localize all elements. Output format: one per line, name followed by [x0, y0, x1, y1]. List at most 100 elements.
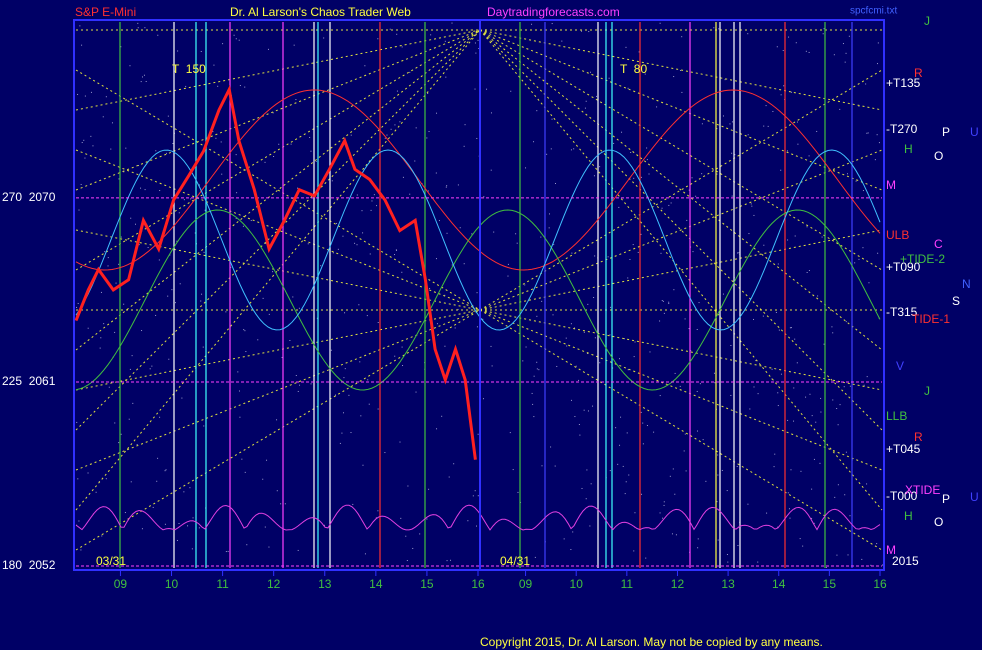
- x-tick-label: 10: [165, 577, 179, 591]
- symbol: S&P E-Mini: [75, 5, 136, 19]
- star-dot: [477, 433, 479, 435]
- star-dot: [377, 408, 379, 410]
- star-dot: [483, 196, 485, 198]
- star-dot: [575, 365, 577, 367]
- star-dot: [587, 410, 589, 412]
- star-dot: [87, 472, 89, 474]
- star-dot: [426, 137, 428, 139]
- annotation: J: [924, 14, 930, 28]
- star-dot: [668, 301, 670, 303]
- star-dot: [246, 544, 248, 546]
- star-dot: [713, 372, 715, 374]
- star-dot: [105, 96, 107, 98]
- star-dot: [104, 251, 106, 253]
- star-dot: [877, 63, 879, 65]
- star-dot: [476, 326, 478, 328]
- star-dot: [445, 76, 447, 78]
- star-dot: [101, 535, 103, 537]
- star-dot: [832, 332, 834, 334]
- star-dot: [384, 137, 386, 139]
- star-dot: [356, 244, 358, 246]
- star-dot: [587, 303, 589, 305]
- star-dot: [681, 91, 683, 93]
- star-dot: [315, 160, 317, 162]
- star-dot: [599, 166, 601, 168]
- star-dot: [862, 247, 864, 249]
- star-dot: [609, 334, 611, 336]
- cycle-label: T 80: [620, 62, 647, 76]
- star-dot: [877, 42, 879, 44]
- star-dot: [396, 33, 398, 35]
- star-dot: [377, 38, 379, 40]
- star-dot: [244, 330, 246, 332]
- star-dot: [138, 244, 140, 246]
- star-dot: [125, 147, 127, 149]
- star-dot: [415, 391, 417, 393]
- url: Daytradingforecasts.com: [487, 5, 620, 19]
- star-dot: [343, 412, 345, 414]
- star-dot: [262, 297, 264, 299]
- star-dot: [183, 491, 185, 493]
- star-dot: [813, 458, 815, 460]
- x-tick-label: 16: [471, 577, 485, 591]
- star-dot: [786, 150, 788, 152]
- star-dot: [541, 300, 543, 302]
- star-dot: [436, 112, 438, 114]
- star-dot: [753, 318, 755, 320]
- star-dot: [490, 112, 492, 114]
- star-dot: [235, 154, 237, 156]
- star-dot: [753, 386, 755, 388]
- star-dot: [607, 256, 609, 258]
- star-dot: [578, 424, 580, 426]
- star-dot: [183, 199, 185, 201]
- star-dot: [553, 244, 555, 246]
- star-dot: [858, 258, 860, 260]
- annotation: M: [886, 178, 896, 192]
- star-dot: [309, 136, 311, 138]
- star-dot: [622, 465, 624, 467]
- star-dot: [670, 202, 672, 204]
- annotation: R: [914, 66, 923, 80]
- star-dot: [136, 443, 138, 445]
- star-dot: [203, 425, 205, 427]
- star-dot: [701, 173, 703, 175]
- star-dot: [140, 81, 142, 83]
- star-dot: [152, 506, 154, 508]
- star-dot: [362, 464, 364, 466]
- star-dot: [512, 469, 514, 471]
- star-dot: [585, 498, 587, 500]
- annotation: J: [924, 384, 930, 398]
- oscillator: [75, 149, 881, 331]
- star-dot: [151, 365, 153, 367]
- star-dot: [414, 160, 416, 162]
- star-dot: [692, 251, 694, 253]
- star-dot: [103, 323, 105, 325]
- star-dot: [172, 142, 174, 144]
- star-dot: [320, 265, 322, 267]
- star-dot: [663, 504, 665, 506]
- star-dot: [783, 85, 785, 87]
- star-dot: [159, 416, 161, 418]
- star-dot: [858, 105, 860, 107]
- star-dot: [794, 235, 796, 237]
- annotation: TIDE-1: [912, 312, 950, 326]
- star-dot: [731, 152, 733, 154]
- star-dot: [144, 189, 146, 191]
- star-dot: [339, 442, 341, 444]
- cycle-line: [479, 29, 883, 271]
- x-tick-label: 09: [519, 577, 533, 591]
- star-dot: [747, 33, 749, 35]
- star-dot: [292, 296, 294, 298]
- star-dot: [310, 150, 312, 152]
- star-dot: [717, 539, 719, 541]
- star-dot: [674, 493, 676, 495]
- star-dot: [220, 141, 222, 143]
- star-dot: [589, 71, 591, 73]
- star-dot: [233, 34, 235, 36]
- star-dot: [427, 92, 429, 94]
- star-dot: [299, 384, 301, 386]
- star-dot: [459, 227, 461, 229]
- star-dot: [376, 205, 378, 207]
- star-dot: [618, 206, 620, 208]
